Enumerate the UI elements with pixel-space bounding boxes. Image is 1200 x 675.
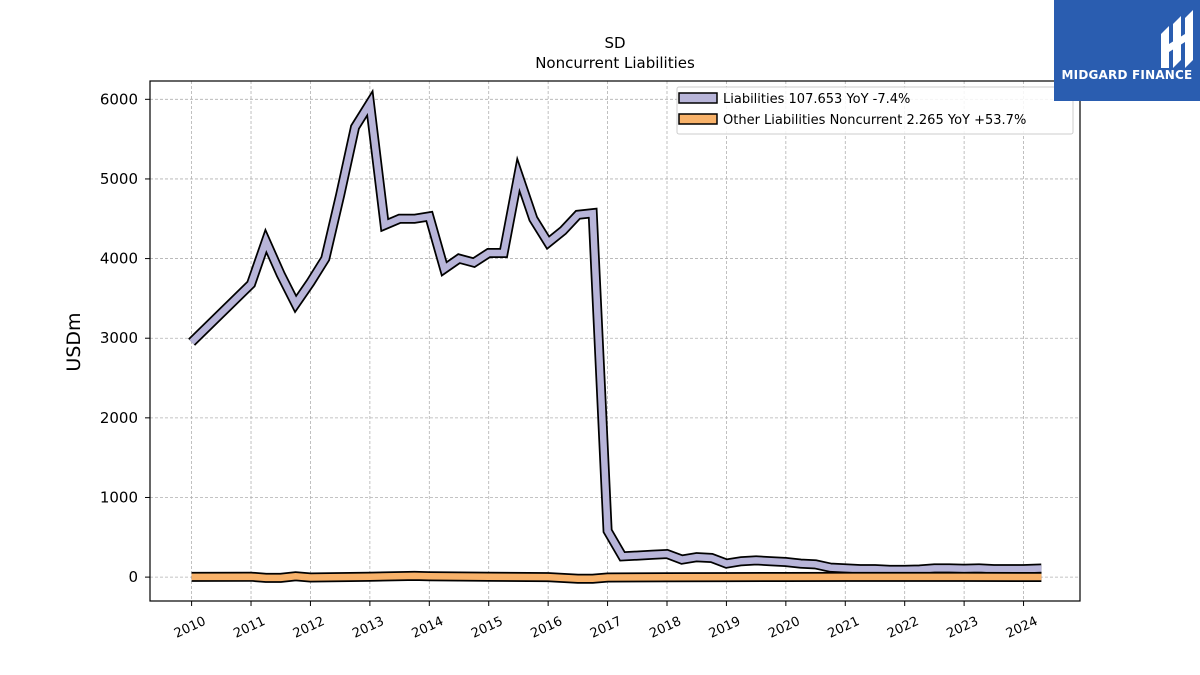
legend-box — [676, 86, 1074, 135]
logo-text: MIDGARD FINANCE — [1061, 68, 1193, 82]
x-tick-label: 2019 — [707, 614, 743, 642]
midgard-logo-icon — [1161, 10, 1193, 68]
legend-swatch-1 — [678, 113, 718, 125]
y-tick-label: 4000 — [100, 250, 138, 268]
series-layer — [188, 88, 1042, 584]
x-tick-label: 2022 — [885, 614, 921, 642]
grid-lines — [150, 81, 1080, 601]
legend: Liabilities 107.653 YoY -7.4% Other Liabi… — [676, 86, 1074, 135]
x-tick-label: 2023 — [944, 614, 980, 642]
y-axis-label: USDm — [63, 312, 85, 371]
x-tick-label: 2012 — [291, 614, 327, 642]
x-tick-label: 2024 — [1004, 614, 1040, 642]
y-tick-label: 5000 — [100, 170, 138, 188]
legend-label-0: Liabilities 107.653 YoY -7.4% — [723, 92, 910, 107]
y-tick-label: 2000 — [100, 409, 138, 427]
y-tick-label: 0 — [128, 568, 138, 586]
x-tick-label: 2020 — [766, 614, 802, 642]
x-tick-label: 2016 — [529, 614, 565, 642]
chart-subtitle: Noncurrent Liabilities — [535, 54, 695, 72]
legend-label-1: Other Liabilities Noncurrent 2.265 YoY +… — [723, 113, 1026, 128]
x-tick-label: 2014 — [410, 614, 446, 642]
chart-title: SD — [604, 34, 625, 52]
brand-logo: MIDGARD FINANCE — [1054, 0, 1200, 101]
plot-frame — [149, 80, 1081, 602]
y-tick-label: 1000 — [100, 488, 138, 506]
series-line-1 — [191, 572, 1042, 582]
series-outline-0 — [188, 88, 1042, 575]
x-axis-ticks: 2010 2011 2012 2013 2014 2015 2016 2017 2018 2019… — [172, 601, 1040, 642]
y-axis-ticks: 0 1000 2000 3000 4000 5000 6000 — [100, 90, 150, 586]
y-tick-label: 6000 — [100, 90, 138, 108]
x-tick-label: 2011 — [231, 614, 267, 642]
y-tick-label: 3000 — [100, 329, 138, 347]
x-tick-label: 2021 — [826, 614, 862, 642]
legend-swatch-0 — [678, 92, 718, 104]
x-tick-label: 2013 — [350, 614, 386, 642]
x-tick-label: 2015 — [469, 614, 505, 642]
x-tick-label: 2017 — [588, 614, 624, 642]
x-tick-label: 2010 — [172, 614, 208, 642]
series-line-0 — [189, 93, 1042, 574]
x-tick-label: 2018 — [647, 614, 683, 642]
